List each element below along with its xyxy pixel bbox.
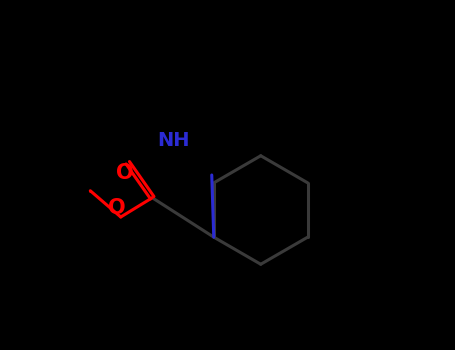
Text: O: O <box>108 198 126 218</box>
Text: NH: NH <box>157 131 189 149</box>
Text: O: O <box>116 162 134 183</box>
